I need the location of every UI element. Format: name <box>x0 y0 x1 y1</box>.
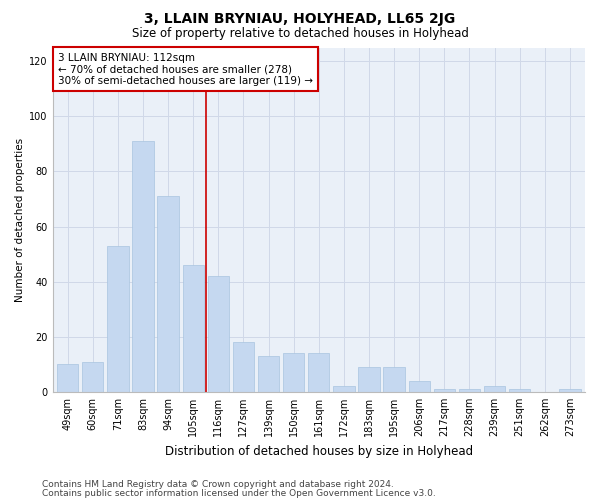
Text: 3 LLAIN BRYNIAU: 112sqm
← 70% of detached houses are smaller (278)
30% of semi-d: 3 LLAIN BRYNIAU: 112sqm ← 70% of detache… <box>58 52 313 86</box>
Bar <box>333 386 355 392</box>
Bar <box>132 141 154 392</box>
Text: Contains HM Land Registry data © Crown copyright and database right 2024.: Contains HM Land Registry data © Crown c… <box>42 480 394 489</box>
Bar <box>182 265 204 392</box>
Bar <box>107 246 128 392</box>
Bar <box>283 354 304 392</box>
Bar <box>484 386 505 392</box>
Bar <box>409 381 430 392</box>
Bar <box>383 367 405 392</box>
Bar <box>57 364 78 392</box>
X-axis label: Distribution of detached houses by size in Holyhead: Distribution of detached houses by size … <box>165 444 473 458</box>
Text: Contains public sector information licensed under the Open Government Licence v3: Contains public sector information licen… <box>42 488 436 498</box>
Text: 3, LLAIN BRYNIAU, HOLYHEAD, LL65 2JG: 3, LLAIN BRYNIAU, HOLYHEAD, LL65 2JG <box>145 12 455 26</box>
Bar <box>82 362 103 392</box>
Y-axis label: Number of detached properties: Number of detached properties <box>15 138 25 302</box>
Bar <box>509 389 530 392</box>
Bar <box>157 196 179 392</box>
Bar <box>308 354 329 392</box>
Text: Size of property relative to detached houses in Holyhead: Size of property relative to detached ho… <box>131 28 469 40</box>
Bar <box>559 389 581 392</box>
Bar <box>258 356 279 392</box>
Bar <box>208 276 229 392</box>
Bar <box>358 367 380 392</box>
Bar <box>459 389 480 392</box>
Bar <box>233 342 254 392</box>
Bar <box>434 389 455 392</box>
